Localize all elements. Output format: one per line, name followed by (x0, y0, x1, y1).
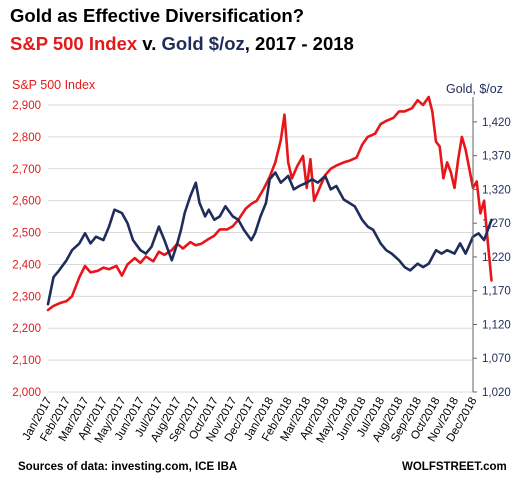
credit-note: WOLFSTREET.com (402, 461, 507, 473)
chart-title: Gold as Effective Diversification? (10, 5, 305, 26)
right-tick-label: 1,370 (482, 151, 511, 163)
right-tick-label: 1,070 (482, 353, 511, 365)
left-tick-label: 2,600 (12, 196, 41, 208)
left-tick-label: 2,900 (12, 100, 41, 112)
left-tick-label: 2,500 (12, 228, 41, 240)
left-tick-label: 2,000 (12, 387, 41, 399)
left-axis-ticks: 2,000 2,100 2,200 2,300 2,400 2,500 2,600 2,700… (12, 100, 41, 399)
left-tick-label: 2,200 (12, 323, 41, 335)
sp500-line (46, 95, 493, 312)
subtitle-versus: v. (137, 33, 162, 54)
gold-line (46, 171, 493, 306)
right-tick-label: 1,020 (482, 387, 511, 399)
left-tick-label: 2,100 (12, 355, 41, 367)
left-tick-label: 2,400 (12, 259, 41, 271)
right-tick-label: 1,420 (482, 117, 511, 129)
chart-subtitle: S&P 500 Index v. Gold $/oz, 2017 - 2018 (10, 33, 354, 55)
subtitle-unit: $/oz (203, 33, 245, 54)
source-note: Sources of data: investing.com, ICE IBA (18, 461, 238, 473)
subtitle-gold: Gold (161, 33, 204, 54)
right-tick-label: 1,170 (482, 286, 511, 298)
right-tick-label: 1,320 (482, 184, 511, 196)
left-tick-label: 2,700 (12, 164, 41, 176)
left-tick-label: 2,800 (12, 132, 41, 144)
right-tick-label: 1,220 (482, 252, 511, 264)
series-lines (46, 95, 493, 312)
left-axis-label: S&P 500 Index (12, 78, 96, 92)
left-tick-label: 2,300 (12, 291, 41, 303)
right-axis-label: Gold, $/oz (446, 82, 503, 96)
right-tick-label: 1,120 (482, 319, 511, 331)
subtitle-sp500: S&P 500 Index (10, 33, 138, 54)
x-axis-ticks: Jan/2017Feb/2017Mar/2017Apr/2017May/2017… (21, 396, 480, 446)
gridlines (48, 104, 473, 393)
subtitle-years: , 2017 - 2018 (244, 33, 354, 54)
right-axis-ticks: 1,0201,0701,1201,1701,2201,2701,3201,370… (473, 117, 511, 399)
